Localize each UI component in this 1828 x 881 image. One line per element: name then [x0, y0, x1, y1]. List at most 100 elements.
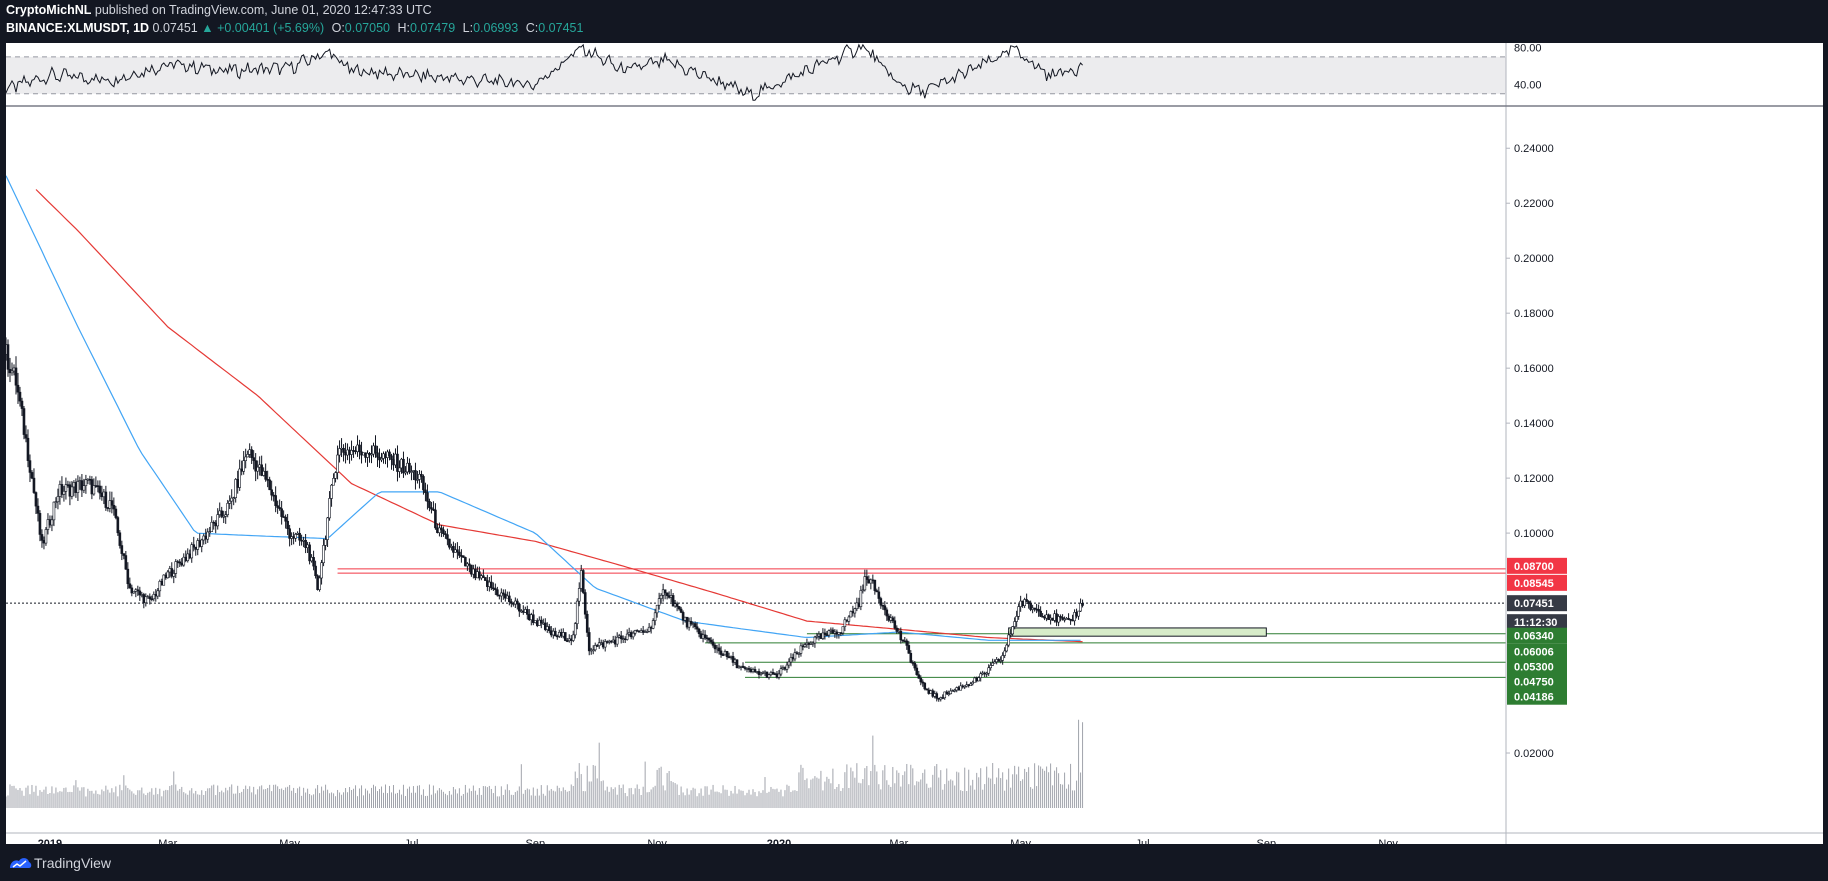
candle-up: [334, 472, 337, 479]
candle-up: [238, 468, 241, 488]
candle-down: [725, 651, 729, 657]
candle-up: [813, 636, 817, 644]
candle-down: [909, 652, 913, 663]
candle-down: [516, 600, 519, 605]
candle-up: [577, 588, 581, 602]
candle-up: [963, 685, 967, 688]
candle-down: [280, 508, 283, 517]
candle-up: [969, 683, 973, 687]
candle-up: [793, 652, 797, 660]
candle-up: [821, 632, 825, 639]
candle-up: [653, 612, 657, 621]
symbol-name[interactable]: BINANCE:XLMUSDT, 1D: [6, 21, 150, 35]
candle-down: [24, 434, 28, 439]
candle-up: [338, 448, 341, 456]
candle-down: [276, 505, 279, 508]
candle-up: [256, 466, 259, 472]
volume-bars: [6, 719, 1084, 808]
candle-down: [444, 533, 447, 535]
candle-down: [709, 639, 713, 643]
candle-up: [70, 486, 74, 497]
last-price: 0.07451: [152, 21, 198, 35]
candle-down: [865, 576, 869, 580]
candle-down: [553, 630, 557, 637]
candle-down: [1033, 607, 1036, 610]
published-text: published on TradingView.com, June 01, 2…: [94, 3, 432, 17]
price-axis[interactable]: 80.00 40.00 0.24000 0.22000 0.20000 0.18000 0.…: [6, 43, 1823, 844]
time-axis[interactable]: 2019 Mar May Jul Sep Nov 2020 Mar May Jul Sep Nov: [6, 832, 1823, 844]
candle-up: [158, 581, 162, 592]
candle-down: [583, 592, 587, 615]
candle-down: [114, 508, 118, 518]
candle-up: [959, 685, 963, 691]
candle-down: [468, 563, 471, 566]
tradingview-logo-icon[interactable]: [8, 856, 32, 872]
candle-up: [977, 677, 981, 682]
candle-up: [156, 590, 160, 597]
candle-up: [847, 616, 851, 622]
candle-up: [206, 531, 210, 540]
time-tick-label: Jul: [1135, 838, 1149, 844]
level-label-resistance-bg: [1507, 574, 1567, 591]
candle-down: [28, 460, 32, 473]
candle-up: [326, 517, 329, 540]
candle-down: [18, 391, 22, 402]
current-price-label: 0.07451: [1514, 598, 1554, 610]
candle-up: [593, 645, 597, 651]
candle-down: [402, 458, 405, 474]
candle-up: [1011, 626, 1014, 635]
candle-down: [677, 606, 681, 610]
candle-down: [923, 682, 927, 690]
candle-down: [456, 549, 459, 553]
candle-up: [979, 673, 983, 678]
footer-brand[interactable]: TradingView: [34, 855, 112, 871]
chart-svg[interactable]: 80.00 40.00 0.24000 0.22000 0.20000 0.18000 0.…: [6, 43, 1823, 844]
candle-down: [288, 528, 291, 539]
open-label: O:: [331, 21, 345, 35]
candle-down: [539, 619, 543, 624]
candle-down: [130, 587, 134, 594]
candle-up: [591, 649, 595, 652]
level-label-support-bg: [1507, 673, 1567, 690]
rsi-band-fill: [6, 56, 1506, 94]
demand-zone: [1008, 627, 1267, 637]
candle-down: [278, 507, 281, 510]
candle-up: [645, 631, 649, 633]
candle-up: [615, 636, 619, 645]
level-label-resistance-bg: [1507, 557, 1567, 574]
candle-down: [342, 447, 345, 453]
candle-down: [284, 516, 287, 522]
candle-up: [853, 608, 857, 614]
candle-up: [162, 574, 166, 586]
price-pane[interactable]: [6, 175, 1506, 808]
candle-down: [693, 623, 697, 628]
chart-area[interactable]: 80.00 40.00 0.24000 0.22000 0.20000 0.18000 0.…: [6, 43, 1823, 844]
candle-down: [434, 509, 437, 529]
candle-down: [268, 479, 271, 491]
candle-down: [148, 596, 152, 600]
candle-down: [80, 480, 84, 491]
candle-up: [62, 490, 66, 495]
rsi-tick-label: 80.00: [1514, 43, 1542, 55]
candle-up: [190, 544, 194, 559]
candle-down: [915, 667, 919, 675]
candle-down: [112, 504, 116, 510]
candle-up: [767, 674, 771, 678]
candle-up: [987, 667, 990, 674]
candle-up: [841, 626, 845, 634]
candle-down: [110, 500, 114, 506]
low-value: 0.06993: [473, 21, 519, 35]
author-name[interactable]: CryptoMichNL: [6, 3, 92, 17]
candle-up: [811, 642, 815, 645]
candle-down: [220, 510, 224, 517]
rsi-pane[interactable]: [6, 43, 1506, 101]
candle-down: [741, 665, 745, 668]
candle-down: [619, 635, 623, 640]
candle-down: [935, 693, 939, 699]
candle-down: [34, 492, 38, 507]
candle-down: [98, 485, 102, 494]
candle-up: [575, 600, 579, 625]
price-tick-label: 0.10000: [1514, 528, 1554, 540]
candle-down: [891, 617, 895, 622]
candle-up: [226, 502, 230, 516]
